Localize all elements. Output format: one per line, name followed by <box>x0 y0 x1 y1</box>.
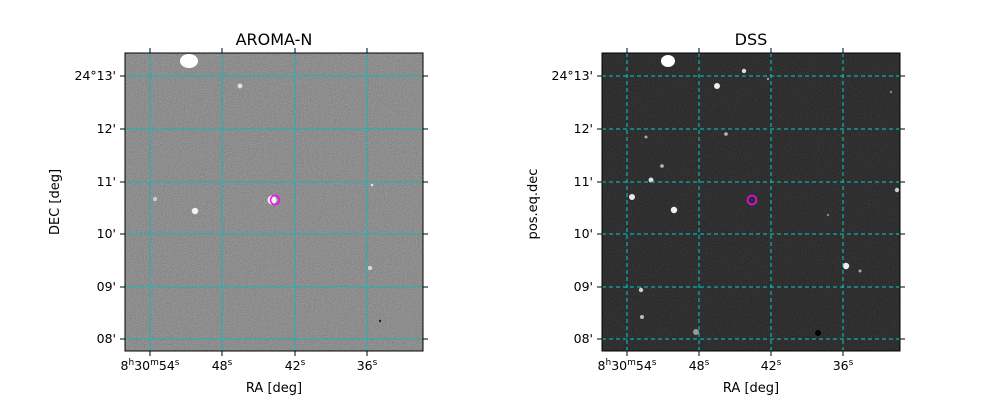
x-tick-label: 8h30m54s <box>598 358 657 373</box>
y-tick-label: 10' <box>97 226 116 241</box>
axes-frame <box>124 52 424 352</box>
tick-marks <box>120 48 428 356</box>
y-tick-label: 24°13' <box>75 68 117 83</box>
coordinate-grid <box>602 53 900 351</box>
x-tick-label: 42s <box>285 358 306 373</box>
y-tick-label: 09' <box>97 279 116 294</box>
x-axis-label: RA [deg] <box>723 381 779 396</box>
tick-marks <box>597 48 905 356</box>
y-tick-label: 08' <box>97 331 116 346</box>
panel-dss: DSS <box>526 30 905 396</box>
x-tick-label: 42s <box>761 358 782 373</box>
sky-image <box>125 53 423 351</box>
y-tick-label: 12' <box>574 121 593 136</box>
target-marker <box>746 194 758 206</box>
y-tick-label: 11' <box>574 174 593 189</box>
target-marker <box>269 194 281 206</box>
panel-aroma-n: AROMA-N <box>48 30 428 396</box>
y-axis-label: pos.eq.dec <box>526 169 541 240</box>
y-tick-label: 12' <box>97 121 116 136</box>
x-tick-label: 36s <box>833 358 854 373</box>
sky-image <box>602 53 900 351</box>
x-tick-label: 48s <box>212 358 233 373</box>
panel-title: AROMA-N <box>236 30 313 49</box>
coordinate-grid <box>125 53 423 351</box>
x-tick-label: 48s <box>689 358 710 373</box>
y-tick-label: 11' <box>97 174 116 189</box>
panel-title: DSS <box>735 30 768 49</box>
x-tick-label: 8h30m54s <box>121 358 180 373</box>
y-tick-label: 24°13' <box>552 68 594 83</box>
axes-frame <box>601 52 901 352</box>
y-axis-label: DEC [deg] <box>48 169 63 235</box>
x-tick-label: 36s <box>357 358 378 373</box>
y-tick-label: 08' <box>574 331 593 346</box>
y-tick-label: 09' <box>574 279 593 294</box>
x-axis-label: RA [deg] <box>246 381 302 396</box>
y-tick-label: 10' <box>574 226 593 241</box>
